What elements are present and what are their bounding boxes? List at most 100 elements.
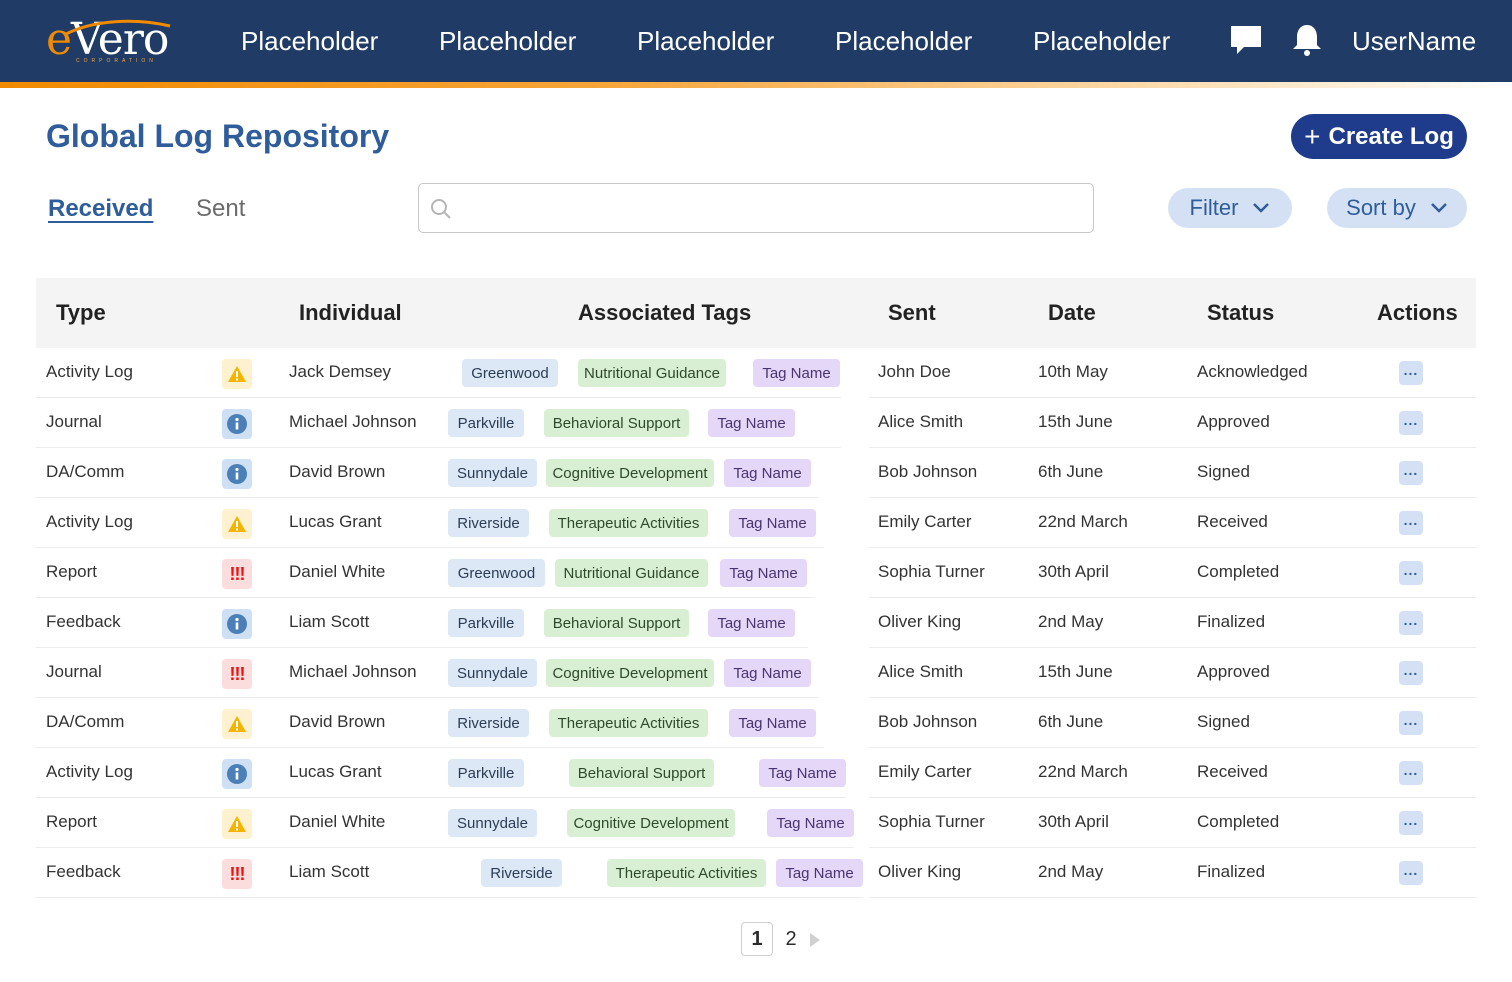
more-actions-button[interactable]: ... [1399,511,1423,535]
table-row[interactable]: Feedback!!! Liam Scott Riverside Therapeuti… [36,848,1476,898]
chat-icon[interactable] [1228,22,1264,58]
name-tag[interactable]: Tag Name [753,359,840,387]
table-row[interactable]: Journal Michael Johnson Parkville Behaviora… [36,398,1476,448]
location-tag[interactable]: Riverside [448,709,529,737]
location-tag[interactable]: Greenwood [462,359,558,387]
status-cell: Received [1197,512,1268,531]
page-1-button[interactable]: 1 [741,922,773,956]
table-row[interactable]: Report Daniel White Sunnydale Cognitive Dev… [36,798,1476,848]
category-tag[interactable]: Cognitive Development [546,659,714,687]
sent-by-cell: Emily Carter [878,762,972,781]
category-tag[interactable]: Cognitive Development [546,459,714,487]
name-tag[interactable]: Tag Name [720,559,807,587]
location-tag[interactable]: Greenwood [448,559,545,587]
chevron-down-icon [1253,203,1270,213]
location-tag[interactable]: Riverside [481,859,562,887]
type-cell: Report [46,812,98,831]
nav-item-1[interactable]: Placeholder [241,26,379,56]
evero-logo[interactable]: eVero CORPORATION [46,14,176,66]
info-icon [222,609,252,639]
more-dots-icon: ... [1403,812,1419,828]
page-2-button[interactable]: 2 [785,927,797,950]
date-cell: 6th June [1038,462,1104,481]
location-tag[interactable]: Sunnydale [448,809,537,837]
name-tag[interactable]: Tag Name [708,609,795,637]
category-tag[interactable]: Therapeutic Activities [549,709,708,737]
table-row[interactable]: Activity Log Jack Demsey Greenwood Nutritio… [36,348,1476,398]
more-actions-button[interactable]: ... [1399,711,1423,735]
name-tag[interactable]: Tag Name [767,809,854,837]
table-row[interactable]: Activity Log Lucas Grant Parkville Behavior… [36,748,1476,798]
row-divider [869,597,1476,598]
more-actions-button[interactable]: ... [1399,811,1423,835]
more-actions-button[interactable]: ... [1399,611,1423,635]
more-actions-button[interactable]: ... [1399,361,1423,385]
type-cell: Feedback [46,862,121,881]
date-cell: 30th April [1038,812,1109,831]
type-cell: Journal [46,662,102,681]
category-tag[interactable]: Therapeutic Activities [607,859,766,887]
next-page-icon[interactable] [808,931,822,949]
row-divider [869,447,1476,448]
location-tag[interactable]: Sunnydale [448,659,537,687]
filter-button[interactable]: Filter [1168,188,1292,228]
category-tag[interactable]: Nutritional Guidance [555,559,708,587]
warning-icon [222,709,252,739]
location-tag[interactable]: Parkville [448,759,524,787]
category-tag[interactable]: Behavioral Support [569,759,714,787]
username-menu[interactable]: UserName [1352,26,1477,56]
table-row[interactable]: DA/Comm David Brown Sunnydale Cognitive Dev… [36,448,1476,498]
individual-cell: Daniel White [289,562,386,581]
category-tag[interactable]: Behavioral Support [544,609,689,637]
status-cell: Approved [1197,412,1270,431]
column-header-sent: Sent [888,300,936,325]
nav-item-5[interactable]: Placeholder [1033,26,1171,56]
more-actions-button[interactable]: ... [1399,861,1423,885]
create-log-button[interactable]: + Create Log [1291,114,1467,159]
category-tag[interactable]: Nutritional Guidance [578,359,726,387]
tab-sent[interactable]: Sent [196,195,246,222]
table-row[interactable]: Activity Log Lucas Grant Riverside Therapeu… [36,498,1476,548]
table-row[interactable]: Feedback Liam Scott Parkville Behavioral Su… [36,598,1476,648]
more-actions-button[interactable]: ... [1399,661,1423,685]
search-icon [431,199,451,219]
more-actions-button[interactable]: ... [1399,411,1423,435]
bell-icon[interactable] [1289,22,1325,58]
sent-by-cell: Sophia Turner [878,562,985,581]
location-tag[interactable]: Parkville [448,609,524,637]
category-tag[interactable]: Cognitive Development [567,809,735,837]
date-cell: 30th April [1038,562,1109,581]
name-tag[interactable]: Tag Name [729,509,816,537]
nav-item-4[interactable]: Placeholder [835,26,973,56]
table-row[interactable]: Journal!!! Michael Johnson Sunnydale Cognit… [36,648,1476,698]
name-tag[interactable]: Tag Name [724,659,811,687]
sent-by-cell: Bob Johnson [878,712,978,731]
date-cell: 2nd May [1038,862,1104,881]
name-tag[interactable]: Tag Name [759,759,846,787]
search-box[interactable] [418,183,1094,233]
category-tag[interactable]: Therapeutic Activities [549,509,708,537]
nav-item-2[interactable]: Placeholder [439,26,577,56]
location-tag[interactable]: Riverside [448,509,529,537]
more-dots-icon: ... [1403,662,1419,678]
name-tag[interactable]: Tag Name [724,459,811,487]
more-actions-button[interactable]: ... [1399,461,1423,485]
more-dots-icon: ... [1403,362,1419,378]
table-row[interactable]: Report!!! Daniel White Greenwood Nutritiona… [36,548,1476,598]
more-actions-button[interactable]: ... [1399,561,1423,585]
location-tag[interactable]: Parkville [448,409,524,437]
sort-by-button[interactable]: Sort by [1327,188,1467,228]
status-cell: Completed [1197,562,1280,581]
date-cell: 15th June [1038,662,1113,681]
location-tag[interactable]: Sunnydale [448,459,537,487]
more-actions-button[interactable]: ... [1399,761,1423,785]
search-input[interactable] [459,194,1079,222]
table-row[interactable]: DA/Comm David Brown Riverside Therapeutic A… [36,698,1476,748]
name-tag[interactable]: Tag Name [729,709,816,737]
name-tag[interactable]: Tag Name [776,859,863,887]
row-divider [36,797,846,798]
tab-received[interactable]: Received [48,195,154,222]
category-tag[interactable]: Behavioral Support [544,409,689,437]
name-tag[interactable]: Tag Name [708,409,795,437]
nav-item-3[interactable]: Placeholder [637,26,775,56]
